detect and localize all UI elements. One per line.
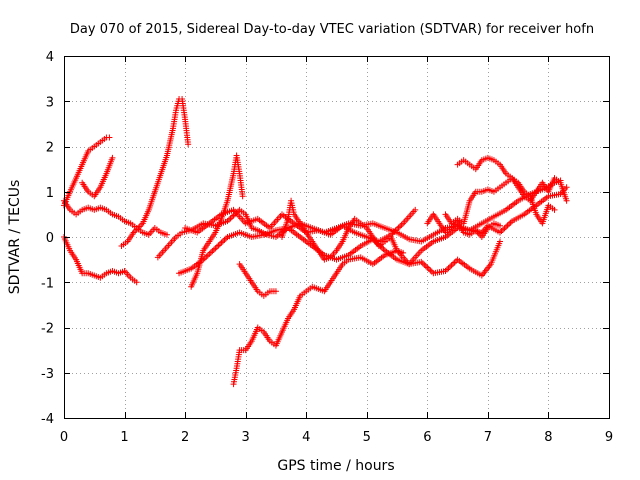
y-tick-label: -3 [41, 367, 54, 382]
x-tick-label: 4 [302, 430, 310, 445]
x-axis-ticks: 0 1 2 3 4 5 6 7 8 9 [60, 56, 613, 445]
x-tick-label: 7 [484, 430, 492, 445]
data-point [133, 279, 140, 286]
data-point [239, 193, 246, 200]
y-tick-label: 4 [46, 50, 54, 65]
data-point [163, 231, 170, 238]
y-tick-label: -4 [41, 412, 54, 427]
series-track-e [118, 95, 192, 250]
x-tick-label: 0 [60, 430, 68, 445]
x-tick-label: 8 [544, 430, 552, 445]
series-track-h [188, 152, 246, 290]
series-track-i [230, 177, 564, 388]
series-track-b [61, 197, 170, 238]
data-series [61, 95, 570, 388]
y-tick-label: 1 [46, 186, 54, 201]
data-point [185, 141, 192, 148]
y-axis-ticks: -4 -3 -2 -1 0 1 2 3 4 [41, 50, 609, 427]
y-tick-label: 0 [46, 231, 54, 246]
x-tick-label: 6 [423, 430, 431, 445]
x-tick-label: 9 [605, 430, 613, 445]
data-point [497, 222, 503, 229]
data-point [272, 288, 279, 295]
x-tick-label: 3 [242, 430, 250, 445]
series-track-o [424, 211, 503, 240]
y-tick-label: 2 [46, 141, 54, 156]
data-point [109, 154, 116, 161]
y-axis-label: SDTVAR / TECUs [7, 180, 23, 295]
series-track-d [79, 154, 116, 200]
x-tick-label: 5 [363, 430, 371, 445]
y-tick-label: -2 [41, 322, 54, 337]
data-point [106, 134, 113, 141]
data-point [551, 206, 558, 213]
x-tick-label: 1 [120, 430, 128, 445]
chart-title: Day 070 of 2015, Sidereal Day-to-day VTE… [70, 22, 594, 37]
data-point [412, 206, 419, 213]
series-track-l [279, 197, 407, 263]
data-point [497, 238, 503, 245]
x-axis-label: GPS time / hours [277, 458, 394, 474]
data-point [400, 249, 407, 256]
y-tick-label: -1 [41, 276, 54, 291]
data-point [563, 197, 570, 204]
series-track-j [236, 261, 279, 299]
y-tick-label: 3 [46, 95, 54, 110]
x-tick-label: 2 [181, 430, 189, 445]
data-point [563, 184, 570, 191]
